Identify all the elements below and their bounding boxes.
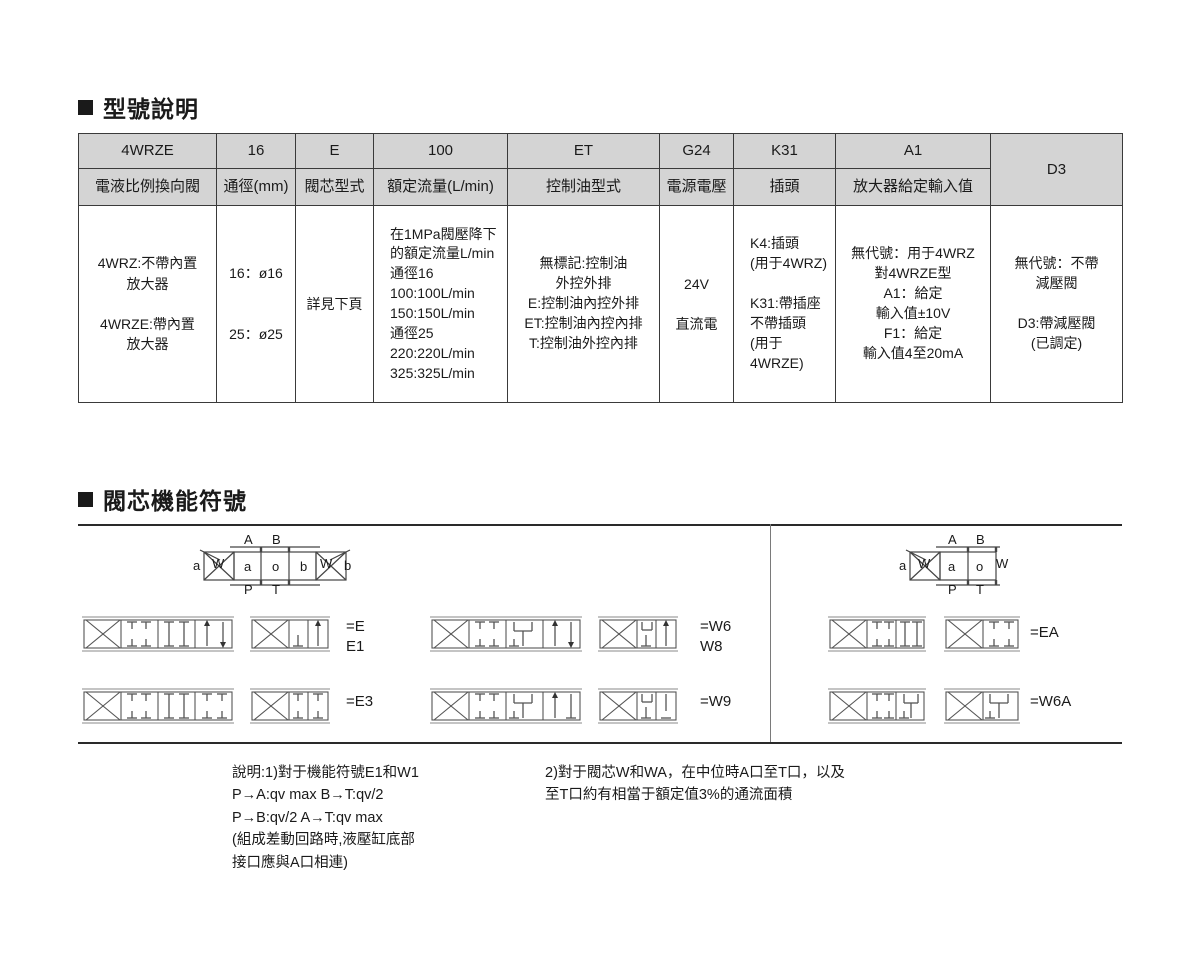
code-cell-1: 16	[216, 133, 296, 169]
label-solenoid-a-right-panel: a	[899, 558, 907, 573]
model-spec-table: 4WRZE 16 E 100 ET G24 K31 A1 D3 電液比例換向閥 …	[78, 133, 1123, 403]
label-port-T-left: T	[272, 582, 280, 597]
name-cell-4: 控制油型式	[507, 168, 660, 206]
spool-symbol-W9-narrow	[598, 688, 678, 724]
note-2: 2)對于閥芯W和WA，在中位時A口至T口，以及 至T口約有相當于額定值3%的通流…	[545, 765, 845, 804]
body-cell-7: 無代號：用于4WRZ 對4WRZE型 A1：給定 輸入值±10V F1：給定 輸…	[835, 205, 991, 403]
bullet-square-icon	[78, 99, 93, 115]
name-cell-3: 額定流量(L/min)	[373, 168, 508, 206]
symbol-label-EA: =EA	[1030, 624, 1059, 641]
name-cell-6: 插頭	[733, 168, 836, 206]
section-title-text: 型號說明	[103, 96, 199, 122]
spool-symbol-W6-wide	[430, 616, 582, 652]
code-cell-7: A1	[835, 133, 991, 169]
body-cell-3: 在1MPa閥壓降下 的額定流量L/min 通徑16 100:100L/min 1…	[373, 205, 508, 403]
body-cell-5: 24V 直流電	[659, 205, 734, 403]
label-port-B-right: B	[976, 532, 985, 547]
label-port-A-left: A	[244, 532, 253, 547]
body-cell-2: 詳見下頁	[295, 205, 374, 403]
divider-bottom	[78, 742, 1122, 744]
label-chamber-a-left: a	[244, 559, 252, 574]
spool-symbol-W6A-wide	[828, 688, 926, 724]
note-1: 說明:1)對于機能符號E1和W1 P→A:qv max B→T:qv/2 P→B…	[232, 765, 419, 871]
body-cell-0: 4WRZ:不帶內置 放大器 4WRZE:帶內置 放大器	[78, 205, 217, 403]
spool-symbol-W6A-narrow	[944, 688, 1020, 724]
symbol-label-W6: =W6 W8	[700, 618, 732, 656]
valve-schematic-left	[199, 546, 351, 586]
table-row-names: 電液比例換向閥 通徑(mm) 閥芯型式 額定流量(L/min) 控制油型式 電源…	[78, 168, 1123, 206]
table-row-codes: 4WRZE 16 E 100 ET G24 K31 A1 D3	[78, 133, 1123, 206]
symbol-label-W6A: =W6A	[1030, 693, 1072, 710]
table-row-bodies: 4WRZ:不帶內置 放大器 4WRZE:帶內置 放大器 16：ø16 25：ø2…	[78, 205, 1123, 403]
label-chamber-o-right-panel: o	[976, 559, 984, 574]
body-cell-6: K4:插頭 (用于4WRZ) K31:帶插座 不帶插頭 (用于4WRZE)	[733, 205, 836, 403]
label-chamber-o-left: o	[272, 559, 280, 574]
label-W-right: W	[320, 556, 333, 571]
label-W-right-panel-2: W	[996, 556, 1009, 571]
spool-symbol-E-wide	[82, 616, 234, 652]
label-port-T-right: T	[976, 582, 984, 597]
label-W-left: W	[212, 556, 225, 571]
spool-symbol-W9-wide	[430, 688, 582, 724]
code-cell-5: G24	[659, 133, 734, 169]
label-chamber-b-left: b	[300, 559, 308, 574]
spool-symbol-EA-narrow	[944, 616, 1020, 652]
code-cell-4: ET	[507, 133, 660, 169]
spool-symbol-E3-narrow	[250, 688, 330, 724]
name-cell-2: 閥芯型式	[295, 168, 374, 206]
bullet-square-icon-2	[78, 491, 93, 507]
label-W-right-panel: W	[918, 556, 931, 571]
name-cell-7: 放大器給定輸入值	[835, 168, 991, 206]
name-cell-1: 通徑(mm)	[216, 168, 296, 206]
body-cell-8: 無代號：不帶 減壓閥 D3:帶減壓閥 (已調定)	[990, 205, 1123, 403]
symbol-label-W9: =W9	[700, 693, 732, 710]
spool-symbol-W6-narrow	[598, 616, 678, 652]
section-title-text-2: 閥芯機能符號	[103, 488, 247, 514]
body-cell-4: 無標記:控制油 外控外排 E:控制油內控外排 ET:控制油內控內排 T:控制油外…	[507, 205, 660, 403]
section-heading-spool-symbols: 閥芯機能符號	[78, 482, 247, 516]
name-cell-5: 電源電壓	[659, 168, 734, 206]
section-heading-model-spec: 型號說明	[78, 90, 199, 124]
spool-symbol-E3-wide	[82, 688, 234, 724]
code-cell-0: 4WRZE	[78, 133, 217, 169]
label-chamber-a-right-panel: a	[948, 559, 956, 574]
code-cell-2: E	[295, 133, 374, 169]
symbol-label-E3: =E3	[346, 693, 374, 710]
label-port-A-right: A	[948, 532, 957, 547]
label-port-P-right: P	[948, 582, 957, 597]
spool-symbol-E-narrow	[250, 616, 330, 652]
label-solenoid-a-left: a	[193, 558, 201, 573]
name-cell-0: 電液比例換向閥	[78, 168, 217, 206]
divider-top	[78, 524, 1122, 526]
spool-symbol-EA-wide	[828, 616, 926, 652]
code-cell-8: D3	[990, 133, 1123, 206]
divider-vertical	[770, 524, 771, 742]
symbol-label-E: =E E1	[346, 618, 365, 656]
valve-schematic-right	[905, 546, 1000, 586]
code-cell-6: K31	[733, 133, 836, 169]
code-cell-3: 100	[373, 133, 508, 169]
label-port-B-left: B	[272, 532, 281, 547]
body-cell-1: 16：ø16 25：ø25	[216, 205, 296, 403]
label-port-P-left: P	[244, 582, 253, 597]
label-solenoid-b-right: b	[344, 558, 352, 573]
